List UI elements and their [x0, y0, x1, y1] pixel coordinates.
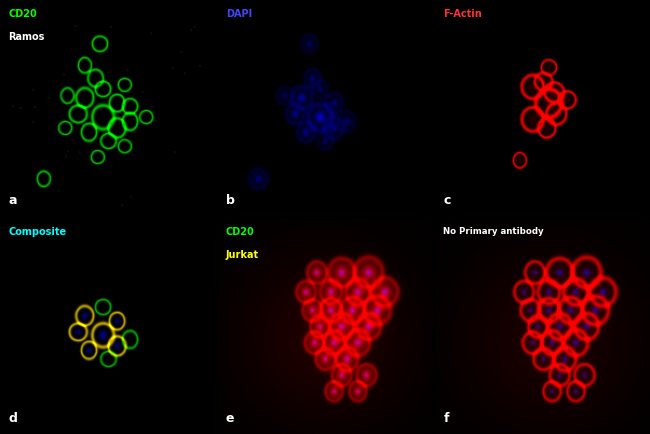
- Text: Composite: Composite: [8, 227, 67, 237]
- Text: e: e: [226, 412, 235, 425]
- Text: DAPI: DAPI: [226, 9, 252, 19]
- Text: a: a: [8, 194, 17, 207]
- Text: c: c: [443, 194, 450, 207]
- Text: CD20: CD20: [8, 9, 37, 19]
- Text: b: b: [226, 194, 235, 207]
- Text: d: d: [8, 412, 18, 425]
- Text: Ramos: Ramos: [8, 33, 45, 43]
- Text: f: f: [443, 412, 449, 425]
- Text: CD20: CD20: [226, 227, 255, 237]
- Text: No Primary antibody: No Primary antibody: [443, 227, 544, 236]
- Text: Jurkat: Jurkat: [226, 250, 259, 260]
- Text: F-Actin: F-Actin: [443, 9, 482, 19]
